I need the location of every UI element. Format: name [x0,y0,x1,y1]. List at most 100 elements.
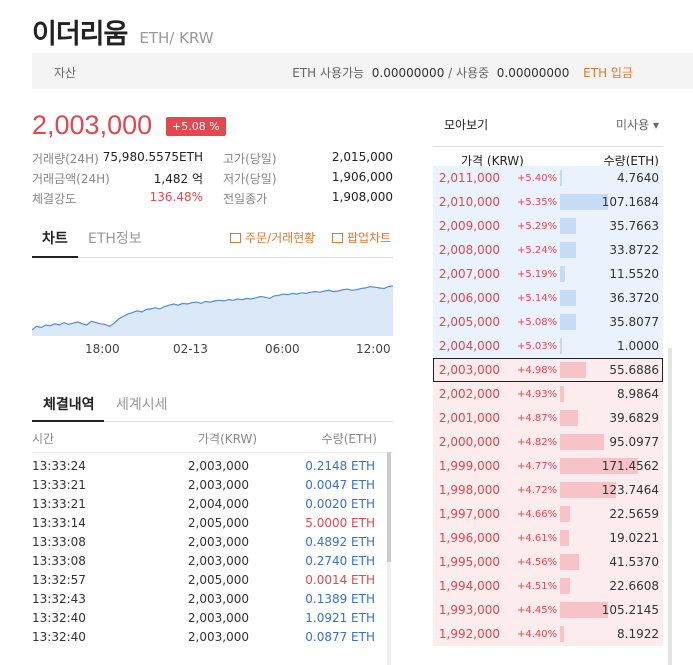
trade-row: 13:32:43 2,003,000 0.1389 ETH [32,590,393,609]
orderbook-row[interactable]: 1,992,000 +4.40% 8.1922 [433,622,663,646]
orderbook-row[interactable]: 2,011,000 +5.40% 4.7640 [433,166,663,190]
stat-label: 체결강도 [32,192,77,206]
orderbook-list[interactable]: 2,011,000 +5.40% 4.7640 2,010,000 +5.35% 107.… [433,166,663,659]
balance-separator: / [448,66,453,80]
coin-name: 이더리움 [32,19,128,50]
ob-change-pct: +4.77% [517,461,558,472]
orderbook-row[interactable]: 2,009,000 +5.29% 35.7663 [433,214,663,238]
trade-qty: 0.0877 ETH [305,630,375,644]
trade-row: 13:33:08 2,003,000 0.4892 ETH [32,533,393,552]
trade-qty: 0.0020 ETH [305,497,375,511]
ob-volume-bar [560,338,562,354]
change-badge: +5.08 % [166,117,226,136]
ob-price: 2,000,000 [438,435,500,449]
scrollbar-thumb[interactable] [387,452,391,562]
ob-qty: 33.8722 [609,243,659,257]
ob-change-pct: +4.72% [517,485,558,496]
orderbook-row[interactable]: 2,006,000 +5.14% 36.3720 [433,286,663,310]
trade-price: 2,003,000 [187,630,249,644]
ob-volume-bar [560,434,604,450]
orderbook-row[interactable]: 2,002,000 +4.93% 8.9864 [433,382,663,406]
ob-qty: 8.1922 [617,627,659,641]
ob-volume-bar [560,530,569,546]
deposit-link[interactable]: ETH 입금 [583,66,633,80]
mini-price-chart[interactable] [32,270,393,336]
orderbook-row[interactable]: 1,995,000 +4.56% 41.5370 [433,550,663,574]
orderbook-row[interactable]: 1,996,000 +4.61% 19.0221 [433,526,663,550]
trade-time: 13:33:08 [32,535,86,549]
ob-qty: 55.6886 [609,363,659,377]
col-time: 시간 [32,432,55,446]
ob-volume-bar [560,482,616,498]
ob-price: 2,004,000 [438,339,500,353]
tab-chart[interactable]: 차트 [42,231,68,247]
ob-volume-bar [560,314,576,330]
ob-qty: 105.2145 [601,603,659,617]
orderbook-row[interactable]: 2,007,000 +5.19% 11.5520 [433,262,663,286]
ob-price: 1,997,000 [438,507,500,521]
trade-list[interactable]: 13:33:24 2,003,000 0.2148 ETH 13:33:21 2,003… [32,457,393,665]
ob-qty: 35.7663 [609,219,659,233]
orderbook-row[interactable]: 1,999,000 +4.77% 171.4562 [433,454,663,478]
ob-volume-bar [560,626,564,642]
orderbook-row[interactable]: 2,003,000 +4.98% 55.6886 [433,358,663,382]
group-view-select[interactable]: 미사용 ▾ [616,116,659,133]
asset-label: 자산 [54,66,77,80]
trade-scrollbar[interactable] [387,452,391,665]
orderbook-row[interactable]: 2,000,000 +4.82% 95.0977 [433,430,663,454]
ob-volume-bar [560,362,586,378]
orderbook-row[interactable]: 1,997,000 +4.66% 22.5659 [433,502,663,526]
popup-chart-link[interactable]: 팝업차트 [332,229,391,246]
ob-volume-bar [560,386,564,402]
order-status-link[interactable]: 주문/거래현황 [230,229,315,246]
stat-value: 1,482 억 [153,172,203,186]
ob-price: 1,999,000 [438,459,500,473]
orderbook-row[interactable]: 2,001,000 +4.87% 39.6829 [433,406,663,430]
ob-change-pct: +4.98% [517,365,558,376]
ob-change-pct: +5.03% [517,341,558,352]
ob-qty: 171.4562 [601,459,659,473]
ob-qty: 36.3720 [609,291,659,305]
active-tab-underline [32,420,104,422]
trade-time: 13:33:21 [32,497,86,511]
ob-price: 1,993,000 [438,603,500,617]
orderbook-row[interactable]: 2,008,000 +5.24% 33.8722 [433,238,663,262]
ob-volume-bar [560,578,570,594]
chart-area [32,286,393,336]
ob-price: 2,005,000 [438,315,500,329]
trade-price: 2,003,000 [187,535,249,549]
market-pair: ETH/ KRW [139,29,214,47]
orderbook-row[interactable]: 1,998,000 +4.72% 123.7464 [433,478,663,502]
orderbook-row[interactable]: 2,005,000 +5.08% 35.8077 [433,310,663,334]
order-status-label: 주문/거래현황 [245,231,316,245]
tab-trades[interactable]: 체결내역 [43,397,95,413]
trade-row: 13:33:21 2,003,000 0.0047 ETH [32,476,393,495]
orderbook-row[interactable]: 2,010,000 +5.35% 107.1684 [433,190,663,214]
trade-qty: 0.2148 ETH [305,459,375,473]
orderbook-row[interactable]: 1,993,000 +4.45% 105.2145 [433,598,663,622]
ob-price: 2,011,000 [438,171,500,185]
in-use-label: 사용중 [456,66,490,80]
orderbook-toolbar: 모아보기 미사용 ▾ [433,110,663,144]
orderbook-row[interactable]: 1,994,000 +4.51% 22.6608 [433,574,663,598]
stat-row: 거래금액(24H) 1,482 억 저가(당일) 1,906,000 [32,170,393,190]
tab-world-prices[interactable]: 세계시세 [116,397,168,413]
trade-row: 13:33:08 2,003,000 0.2740 ETH [32,552,393,571]
title-row: 이더리움 ETH/ KRW [32,12,214,50]
orderbook-row[interactable]: 2,004,000 +5.03% 1.0000 [433,334,663,358]
chart-icon [332,233,343,243]
divider [32,452,393,453]
x-tick-label: 12:00 [356,342,391,356]
tab-eth-info[interactable]: ETH정보 [88,231,142,247]
orderbook-scrollbar[interactable] [668,348,672,665]
stat-value: 75,980.5575ETH [102,150,203,164]
ob-change-pct: +4.82% [517,437,558,448]
trade-time: 13:33:24 [32,459,86,473]
ob-price: 2,010,000 [438,195,500,209]
ob-price: 2,009,000 [438,219,500,233]
ob-change-pct: +5.40% [517,173,558,184]
ob-change-pct: +5.29% [517,221,558,232]
trade-time: 13:32:40 [32,611,86,625]
ob-change-pct: +5.19% [517,269,558,280]
trade-row: 13:33:14 2,005,000 5.0000 ETH [32,514,393,533]
